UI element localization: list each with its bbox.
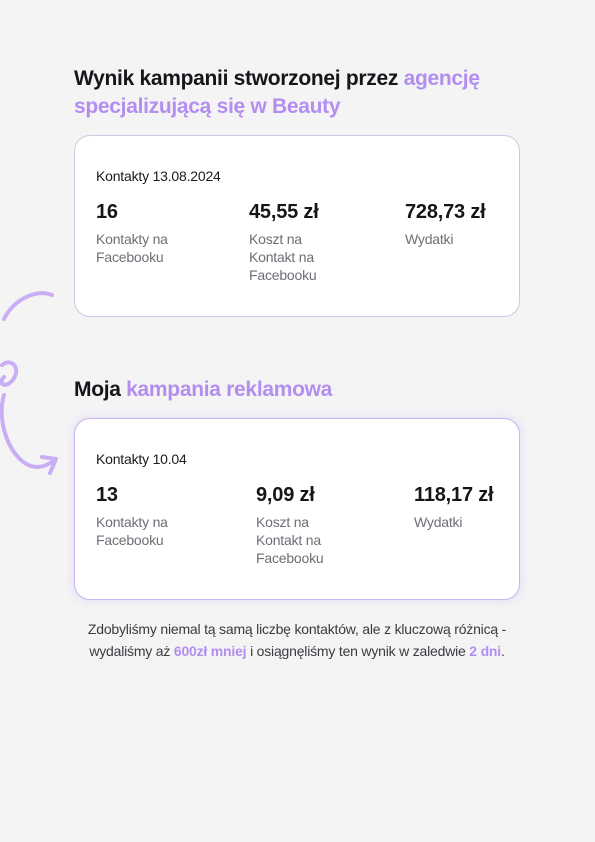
curly-arrow-icon bbox=[0, 291, 58, 475]
summary-text-3: . bbox=[500, 643, 505, 659]
heading-agency-accent: agencję specjalizującą się w Beauty bbox=[74, 67, 480, 118]
my-stat-contacts: 13 Kontakty na Facebooku bbox=[96, 483, 206, 549]
heading-agency-campaign: Wynik kampanii stworzonej przez agencję … bbox=[74, 65, 544, 121]
heading-my-accent: kampania reklamowa bbox=[126, 378, 333, 401]
summary-paragraph: Zdobyliśmy niemal tą samą liczbę kontakt… bbox=[74, 618, 520, 662]
my-spend-label: Wydatki bbox=[414, 514, 463, 530]
agency-stat-spend: 728,73 zł Wydatki bbox=[405, 200, 515, 248]
agency-contacts-date: Kontakty 13.08.2024 bbox=[96, 168, 221, 184]
my-spend-value: 118,17 zł bbox=[414, 484, 494, 506]
agency-cost-value: 45,55 zł bbox=[249, 201, 319, 223]
heading-agency-text: Wynik kampanii stworzonej przez bbox=[74, 67, 404, 90]
my-contacts-label: Kontakty na Facebooku bbox=[96, 514, 168, 548]
agency-cost-label: Koszt na Kontakt na Facebooku bbox=[249, 231, 317, 283]
my-stat-spend: 118,17 zł Wydatki bbox=[414, 483, 514, 531]
my-contacts-date: Kontakty 10.04 bbox=[96, 451, 187, 467]
heading-my-text: Moja bbox=[74, 378, 127, 401]
my-contacts-value: 13 bbox=[96, 484, 118, 506]
my-stat-cost-per-contact: 9,09 zł Koszt na Kontakt na Facebooku bbox=[256, 483, 346, 567]
agency-stat-cost-per-contact: 45,55 zł Koszt na Kontakt na Facebooku bbox=[249, 200, 339, 284]
agency-contacts-label: Kontakty na Facebooku bbox=[96, 231, 168, 265]
summary-highlight-savings: 600zł mniej bbox=[173, 643, 247, 659]
agency-contacts-value: 16 bbox=[96, 201, 118, 223]
heading-my-campaign: Moja kampania reklamowa bbox=[74, 376, 544, 404]
my-cost-value: 9,09 zł bbox=[256, 484, 315, 506]
agency-results-card: Kontakty 13.08.2024 16 Kontakty na Faceb… bbox=[74, 135, 520, 317]
my-cost-label: Koszt na Kontakt na Facebooku bbox=[256, 514, 324, 566]
agency-spend-label: Wydatki bbox=[405, 231, 454, 247]
agency-stat-contacts: 16 Kontakty na Facebooku bbox=[96, 200, 206, 266]
my-results-card: Kontakty 10.04 13 Kontakty na Facebooku … bbox=[74, 418, 520, 600]
summary-text-1: Zdobyliśmy niemal tą samą liczbę kontakt… bbox=[87, 621, 507, 659]
summary-text-2: i osiągnęliśmy ten wynik w zaledwie bbox=[246, 643, 470, 659]
agency-spend-value: 728,73 zł bbox=[405, 201, 486, 223]
summary-highlight-days: 2 dni bbox=[469, 643, 501, 659]
